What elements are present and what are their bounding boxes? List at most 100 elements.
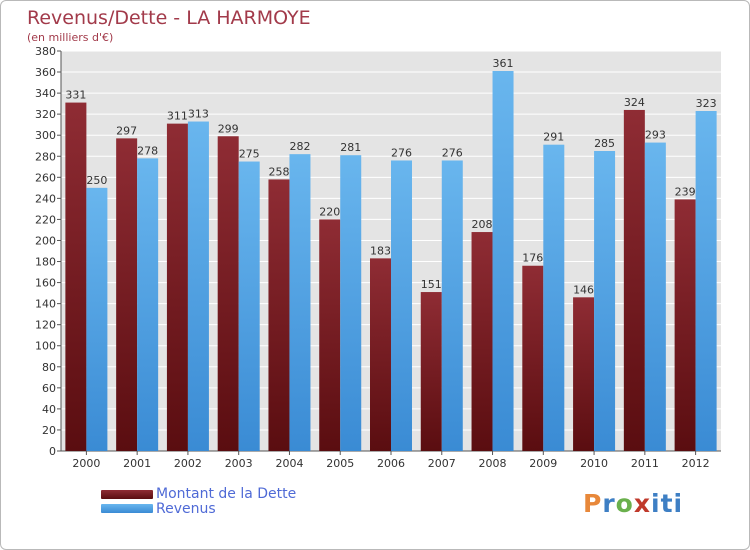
y-tick-label: 320 — [35, 108, 56, 121]
x-tick-label: 2004 — [275, 457, 303, 470]
y-tick-label: 280 — [35, 150, 56, 163]
y-tick-label: 80 — [42, 361, 56, 374]
bar-dette — [623, 109, 645, 452]
x-tick-label: 2001 — [123, 457, 151, 470]
y-tick-label: 40 — [42, 403, 56, 416]
chart-subtitle: (en milliers d'€) — [27, 31, 114, 44]
x-tick-label: 2008 — [479, 457, 507, 470]
data-label: 258 — [268, 165, 289, 178]
y-tick-label: 260 — [35, 171, 56, 184]
x-tick-label: 2002 — [174, 457, 202, 470]
legend-swatch-dette — [101, 490, 153, 499]
data-label: 299 — [218, 122, 239, 135]
chart-title: Revenus/Dette - LA HARMOYE — [27, 7, 311, 29]
bar-revenus — [391, 160, 412, 451]
x-tick-label: 2003 — [225, 457, 253, 470]
x-tick-label: 2012 — [682, 457, 710, 470]
y-tick-label: 60 — [42, 382, 56, 395]
logo-letter: P — [583, 489, 603, 518]
x-tick-label: 2007 — [428, 457, 456, 470]
bar-revenus — [543, 144, 565, 451]
x-tick-label: 2000 — [72, 457, 100, 470]
y-tick-label: 20 — [42, 424, 56, 437]
x-tick-label: 2011 — [631, 457, 659, 470]
data-label: 324 — [624, 96, 645, 109]
data-label: 250 — [86, 174, 107, 187]
logo-letter: o — [615, 489, 634, 518]
x-tick-label: 2010 — [580, 457, 608, 470]
bar-dette — [217, 136, 239, 451]
bar-revenus — [187, 121, 209, 452]
bar-revenus — [594, 151, 616, 451]
y-tick-label: 340 — [35, 87, 56, 100]
legend-label-dette: Montant de la Dette — [156, 486, 297, 502]
bar-dette — [674, 199, 696, 451]
logo-letter: r — [602, 489, 616, 518]
bar-dette — [471, 232, 493, 451]
logo-letter: i — [651, 489, 661, 518]
x-tick-label: 2009 — [529, 457, 557, 470]
data-label: 176 — [522, 252, 543, 265]
y-tick-label: 240 — [35, 192, 56, 205]
data-label: 276 — [442, 146, 463, 159]
data-label: 183 — [370, 244, 391, 257]
data-label: 291 — [543, 131, 564, 144]
data-label: 323 — [696, 97, 717, 110]
bar-dette — [319, 219, 341, 451]
y-tick-label: 380 — [35, 45, 56, 58]
y-tick-label: 180 — [35, 256, 56, 269]
x-tick-label: 2006 — [377, 457, 405, 470]
bar-dette — [420, 292, 442, 451]
legend-label-revenus: Revenus — [156, 501, 216, 517]
proxiti-logo: Proxiti — [583, 489, 683, 518]
data-label: 313 — [188, 108, 209, 121]
bar-revenus — [137, 158, 159, 452]
legend-swatch-revenus — [101, 504, 153, 513]
bar-dette — [522, 265, 544, 451]
bar-revenus — [340, 155, 362, 452]
y-tick-label: 160 — [35, 277, 56, 290]
bar-revenus — [695, 111, 717, 451]
bar-revenus — [238, 161, 260, 452]
logo-letter: x — [633, 489, 651, 518]
logo-letter: t — [660, 489, 674, 518]
bar-dette — [65, 102, 87, 451]
y-tick-label: 100 — [35, 340, 56, 353]
data-label: 276 — [391, 146, 412, 159]
data-label: 278 — [137, 144, 158, 157]
data-label: 285 — [594, 137, 615, 150]
data-label: 331 — [65, 89, 86, 102]
bar-dette — [573, 297, 595, 451]
y-tick-label: 140 — [35, 298, 56, 311]
y-tick-label: 300 — [35, 129, 56, 142]
y-tick-label: 360 — [35, 66, 56, 79]
bar-revenus — [289, 154, 311, 451]
data-label: 151 — [421, 278, 442, 291]
y-tick-label: 0 — [49, 445, 56, 458]
bar-dette — [166, 123, 188, 451]
logo-letter: i — [673, 489, 684, 518]
x-tick-label: 2005 — [326, 457, 354, 470]
bar-revenus — [492, 71, 514, 451]
y-tick-label: 120 — [35, 319, 56, 332]
data-label: 146 — [573, 283, 594, 296]
bar-revenus — [86, 187, 108, 451]
y-tick-label: 200 — [35, 234, 56, 247]
y-tick-label: 220 — [35, 213, 56, 226]
data-label: 239 — [675, 185, 696, 198]
data-label: 282 — [289, 140, 310, 153]
bar-revenus — [644, 142, 666, 451]
data-label: 281 — [340, 141, 361, 154]
bar-dette — [268, 179, 290, 451]
data-label: 220 — [319, 205, 340, 218]
data-label: 208 — [472, 218, 493, 231]
bar-dette — [370, 258, 391, 451]
data-label: 311 — [167, 110, 188, 123]
data-label: 275 — [239, 148, 260, 161]
bar-dette — [116, 138, 138, 452]
data-label: 297 — [116, 124, 137, 137]
data-label: 361 — [493, 57, 514, 70]
bar-revenus — [441, 160, 463, 451]
